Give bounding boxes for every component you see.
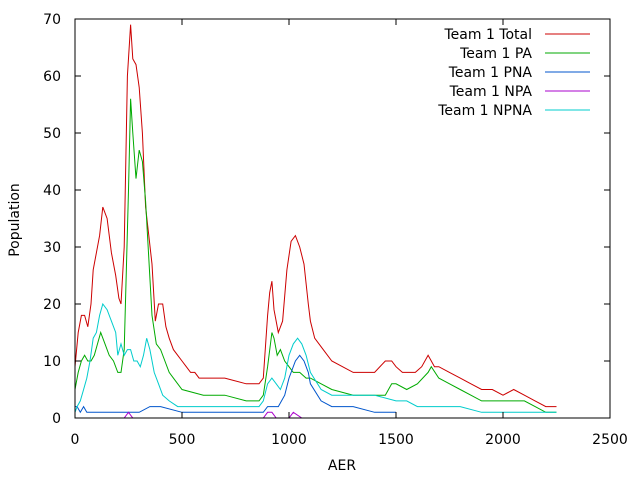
- legend-label-4: Team 1 NPA: [449, 84, 533, 100]
- x-tick-label: 2000: [485, 432, 521, 448]
- x-tick-label: 1500: [378, 432, 414, 448]
- legend-label-5: Team 1 NPNA: [437, 103, 532, 119]
- y-tick-label: 20: [43, 297, 61, 313]
- x-tick-label: 500: [169, 432, 196, 448]
- y-axis-label: Population: [7, 183, 23, 257]
- series-line-1: [74, 24, 557, 408]
- plot-frame: [74, 18, 611, 419]
- y-tick-label: 10: [43, 354, 61, 370]
- series-line-2: [74, 98, 557, 413]
- x-tick-label: 1000: [271, 432, 307, 448]
- legend-label-3: Team 1 PNA: [448, 65, 533, 81]
- series-line-5: [74, 302, 557, 413]
- series-layer: [74, 24, 557, 419]
- y-tick-label: 0: [52, 411, 61, 427]
- x-tick-label: 0: [71, 432, 80, 448]
- y-tick-label: 40: [43, 183, 61, 199]
- series-line-3: [75, 354, 396, 414]
- y-tick-label: 30: [43, 240, 61, 256]
- y-tick-label: 60: [43, 69, 61, 85]
- legend: Team 1 Total Team 1 PA Team 1 PNA Team 1 NP…: [437, 27, 590, 119]
- legend-label-2: Team 1 PA: [459, 46, 532, 62]
- ticks-layer: 0 500 1000 1500 2000 2500 0 10 20 30 40 50 60 70: [43, 12, 628, 448]
- series-line-4: [75, 411, 311, 419]
- y-tick-label: 70: [43, 12, 61, 28]
- legend-label-1: Team 1 Total: [443, 27, 532, 43]
- x-axis-label: AER: [328, 458, 356, 474]
- y-tick-label: 50: [43, 126, 61, 142]
- x-tick-label: 2500: [592, 432, 628, 448]
